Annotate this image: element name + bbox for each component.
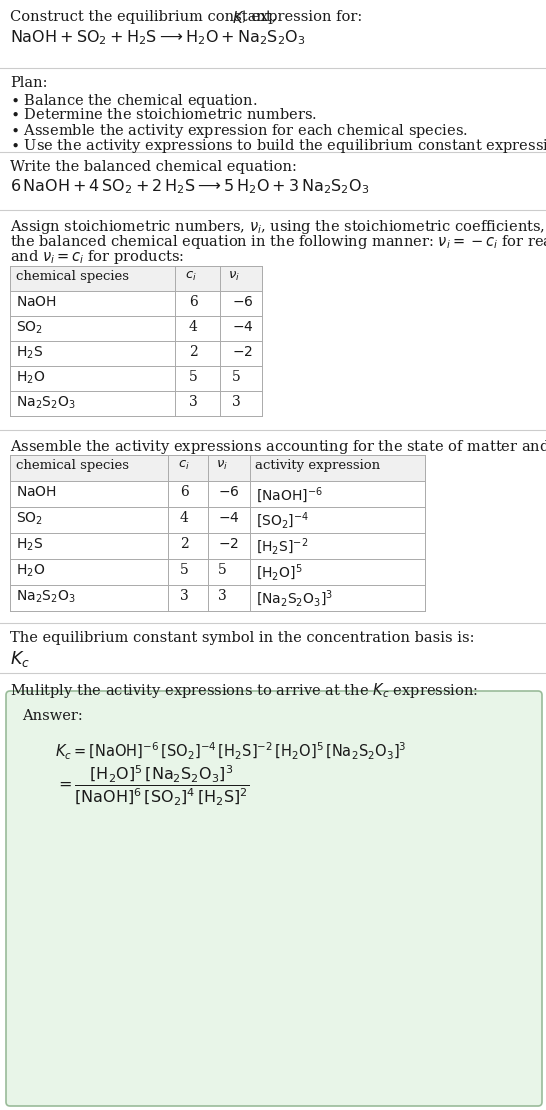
Text: 3: 3	[189, 395, 198, 408]
Text: $K_c$: $K_c$	[10, 649, 30, 669]
Text: $[\mathrm{NaOH}]^{-6}$: $[\mathrm{NaOH}]^{-6}$	[256, 485, 323, 505]
Text: $-6$: $-6$	[232, 295, 253, 309]
Text: $[\mathrm{Na_2S_2O_3}]^{3}$: $[\mathrm{Na_2S_2O_3}]^{3}$	[256, 589, 333, 609]
Text: 3: 3	[232, 395, 241, 408]
Text: $\bullet$ Use the activity expressions to build the equilibrium constant express: $\bullet$ Use the activity expressions t…	[10, 137, 546, 155]
Text: Assign stoichiometric numbers, $\nu_i$, using the stoichiometric coefficients, $: Assign stoichiometric numbers, $\nu_i$, …	[10, 218, 546, 236]
Text: 2: 2	[189, 345, 198, 359]
Text: chemical species: chemical species	[16, 270, 129, 283]
Text: Assemble the activity expressions accounting for the state of matter and $\nu_i$: Assemble the activity expressions accoun…	[10, 438, 546, 456]
Text: $-6$: $-6$	[218, 485, 240, 500]
Text: Answer:: Answer:	[22, 709, 83, 723]
Text: 5: 5	[232, 370, 241, 384]
Text: the balanced chemical equation in the following manner: $\nu_i = -c_i$ for react: the balanced chemical equation in the fo…	[10, 233, 546, 251]
Text: 5: 5	[180, 563, 189, 577]
Text: 5: 5	[189, 370, 198, 384]
Text: $-4$: $-4$	[232, 320, 254, 334]
Text: $\mathrm{H_2S}$: $\mathrm{H_2S}$	[16, 345, 43, 362]
Text: $\mathit{K}$: $\mathit{K}$	[232, 10, 245, 26]
Text: $c_i$: $c_i$	[185, 270, 197, 283]
Text: Mulitply the activity expressions to arrive at the $K_c$ expression:: Mulitply the activity expressions to arr…	[10, 682, 478, 700]
Bar	[10, 455, 425, 481]
Text: 6: 6	[189, 295, 198, 309]
Text: 4: 4	[180, 511, 189, 525]
Text: 2: 2	[180, 537, 189, 551]
Text: $-4$: $-4$	[218, 511, 240, 525]
Text: $-2$: $-2$	[218, 537, 239, 551]
Text: $\mathrm{SO_2}$: $\mathrm{SO_2}$	[16, 511, 43, 527]
Text: $\nu_i$: $\nu_i$	[228, 270, 240, 283]
Text: $\mathrm{Na_2S_2O_3}$: $\mathrm{Na_2S_2O_3}$	[16, 395, 75, 412]
Text: Plan:: Plan:	[10, 75, 48, 90]
Text: $\bullet$ Balance the chemical equation.: $\bullet$ Balance the chemical equation.	[10, 92, 257, 110]
Text: $\mathrm{H_2O}$: $\mathrm{H_2O}$	[16, 563, 45, 579]
FancyBboxPatch shape	[6, 692, 542, 1106]
Text: $\mathrm{NaOH + SO_2 + H_2S} \longrightarrow \mathrm{H_2O + Na_2S_2O_3}$: $\mathrm{NaOH + SO_2 + H_2S} \longrighta…	[10, 28, 306, 47]
Text: 5: 5	[218, 563, 227, 577]
Text: 3: 3	[218, 589, 227, 603]
Text: $c_i$: $c_i$	[178, 460, 190, 472]
Text: $\mathrm{Na_2S_2O_3}$: $\mathrm{Na_2S_2O_3}$	[16, 589, 75, 605]
Text: $\nu_i$: $\nu_i$	[216, 460, 228, 472]
Text: $\bullet$ Assemble the activity expression for each chemical species.: $\bullet$ Assemble the activity expressi…	[10, 122, 468, 140]
Text: $\bullet$ Determine the stoichiometric numbers.: $\bullet$ Determine the stoichiometric n…	[10, 107, 317, 122]
Text: $K_c = [\mathrm{NaOH}]^{-6}\,[\mathrm{SO_2}]^{-4}\,[\mathrm{H_2S}]^{-2}\,[\mathr: $K_c = [\mathrm{NaOH}]^{-6}\,[\mathrm{SO…	[55, 741, 407, 763]
Text: $= \dfrac{[\mathrm{H_2O}]^5\,[\mathrm{Na_2S_2O_3}]^3}{[\mathrm{NaOH}]^6\,[\mathr: $= \dfrac{[\mathrm{H_2O}]^5\,[\mathrm{Na…	[55, 763, 250, 807]
Text: $\mathrm{NaOH}$: $\mathrm{NaOH}$	[16, 485, 57, 500]
Text: activity expression: activity expression	[255, 460, 380, 472]
Text: 3: 3	[180, 589, 189, 603]
Text: Construct the equilibrium constant,: Construct the equilibrium constant,	[10, 10, 281, 24]
Text: $[\mathrm{SO_2}]^{-4}$: $[\mathrm{SO_2}]^{-4}$	[256, 511, 309, 532]
Text: $\mathrm{NaOH}$: $\mathrm{NaOH}$	[16, 295, 57, 309]
Bar	[10, 266, 262, 291]
Text: The equilibrium constant symbol in the concentration basis is:: The equilibrium constant symbol in the c…	[10, 630, 474, 645]
Text: $-2$: $-2$	[232, 345, 253, 359]
Text: Write the balanced chemical equation:: Write the balanced chemical equation:	[10, 160, 297, 174]
Text: $\mathrm{H_2O}$: $\mathrm{H_2O}$	[16, 370, 45, 386]
Text: chemical species: chemical species	[16, 460, 129, 472]
Text: 6: 6	[180, 485, 189, 500]
Text: $\mathrm{H_2S}$: $\mathrm{H_2S}$	[16, 537, 43, 554]
Text: $[\mathrm{H_2O}]^{5}$: $[\mathrm{H_2O}]^{5}$	[256, 563, 302, 584]
Text: $[\mathrm{H_2S}]^{-2}$: $[\mathrm{H_2S}]^{-2}$	[256, 537, 308, 557]
Text: $\mathrm{6\,NaOH + 4\,SO_2 + 2\,H_2S} \longrightarrow \mathrm{5\,H_2O + 3\,Na_2S: $\mathrm{6\,NaOH + 4\,SO_2 + 2\,H_2S} \l…	[10, 176, 370, 195]
Text: $\mathrm{SO_2}$: $\mathrm{SO_2}$	[16, 320, 43, 336]
Text: and $\nu_i = c_i$ for products:: and $\nu_i = c_i$ for products:	[10, 248, 185, 266]
Text: 4: 4	[189, 320, 198, 334]
Text: , expression for:: , expression for:	[242, 10, 362, 24]
